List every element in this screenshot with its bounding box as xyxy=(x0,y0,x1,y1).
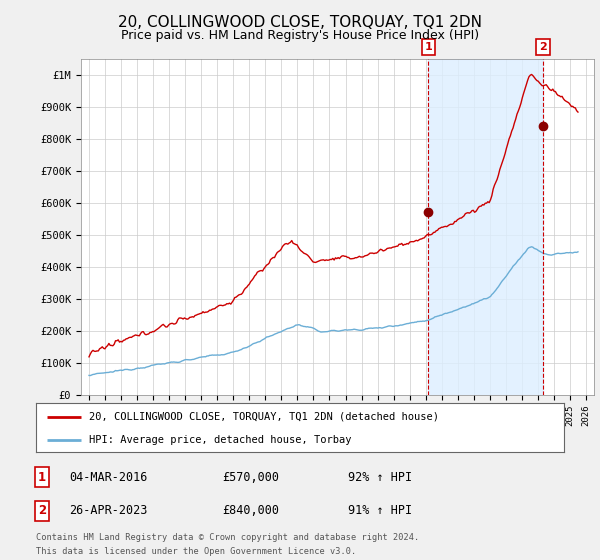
Text: 26-APR-2023: 26-APR-2023 xyxy=(69,504,148,517)
Text: Contains HM Land Registry data © Crown copyright and database right 2024.: Contains HM Land Registry data © Crown c… xyxy=(36,533,419,542)
Text: 1: 1 xyxy=(425,42,432,52)
Bar xyxy=(428,59,543,395)
Text: 04-MAR-2016: 04-MAR-2016 xyxy=(69,470,148,484)
Text: 2: 2 xyxy=(539,42,547,52)
Text: 20, COLLINGWOOD CLOSE, TORQUAY, TQ1 2DN (detached house): 20, COLLINGWOOD CLOSE, TORQUAY, TQ1 2DN … xyxy=(89,412,439,422)
Text: HPI: Average price, detached house, Torbay: HPI: Average price, detached house, Torb… xyxy=(89,435,352,445)
Text: Price paid vs. HM Land Registry's House Price Index (HPI): Price paid vs. HM Land Registry's House … xyxy=(121,29,479,41)
Text: This data is licensed under the Open Government Licence v3.0.: This data is licensed under the Open Gov… xyxy=(36,547,356,556)
Text: 2: 2 xyxy=(38,504,46,517)
Text: 91% ↑ HPI: 91% ↑ HPI xyxy=(348,504,412,517)
Text: 92% ↑ HPI: 92% ↑ HPI xyxy=(348,470,412,484)
Text: 20, COLLINGWOOD CLOSE, TORQUAY, TQ1 2DN: 20, COLLINGWOOD CLOSE, TORQUAY, TQ1 2DN xyxy=(118,15,482,30)
Text: £840,000: £840,000 xyxy=(222,504,279,517)
Text: £570,000: £570,000 xyxy=(222,470,279,484)
Text: 1: 1 xyxy=(38,470,46,484)
